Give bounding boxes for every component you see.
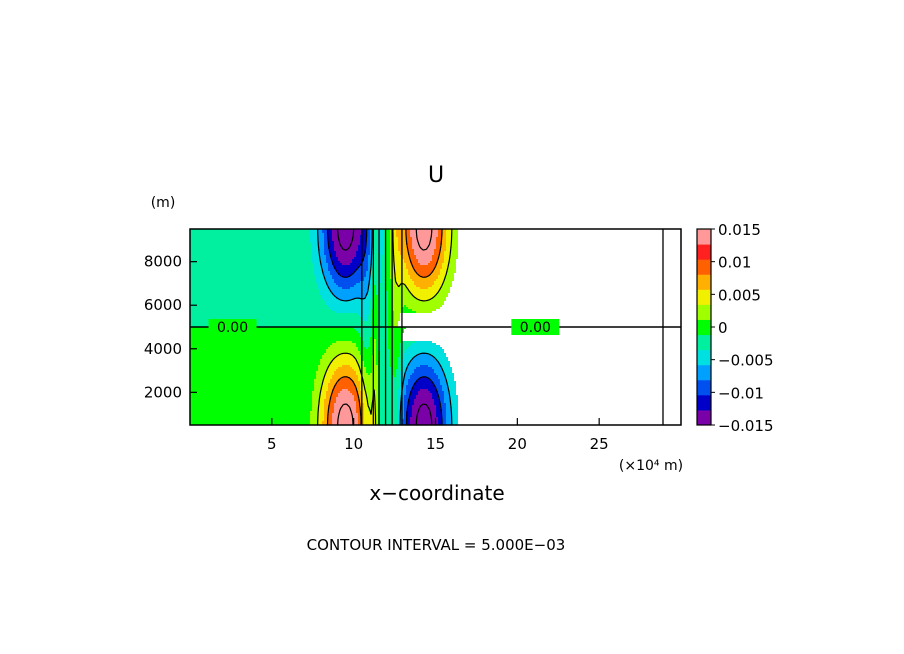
x-tick-label: 25 [590,435,609,453]
colorbar-swatch [697,334,711,351]
colorbar-swatch [697,379,711,396]
zero-contour-label-bg [208,319,257,335]
colorbar-swatch [697,274,711,290]
colorbar-swatch [697,229,711,245]
colorbar-swatch [697,409,711,426]
colorbar-tick-label: −0.01 [718,384,764,402]
colorbar-tick-label: −0.005 [718,352,774,370]
colorbar-swatch [697,394,711,411]
contour-line [326,229,443,425]
contour-lines [190,229,681,425]
y-axis: 2000 4000 6000 8000 [144,253,197,401]
y-tick-label: 4000 [144,340,182,358]
colorbar-swatch [697,364,711,381]
contour-line [326,229,443,425]
x-tick-label: 10 [344,435,363,453]
colorbar-tick-label: 0.005 [718,286,761,304]
colorbar-tick-label: −0.015 [718,417,774,435]
x-axis: 5 10 15 20 25 [267,418,609,453]
plot-area: 0.00 0.00 [189,228,682,426]
contour-line [317,229,453,425]
contour-field [190,229,458,425]
x-tick-label: 15 [426,435,445,453]
colorbar-swatch [697,259,711,275]
chart-title: U [428,163,444,188]
x-tick-label: 5 [267,435,277,453]
zero-contour-labels: 0.00 0.00 [208,319,560,336]
contour-line [317,229,453,425]
contour-line [337,229,433,425]
colorbar-swatch [697,244,711,260]
x-axis-label: x−coordinate [369,481,504,505]
zero-contour-label: 0.00 [520,320,551,336]
zero-contour-label: 0.00 [217,320,248,336]
colorbar-swatch [697,319,711,336]
y-tick-label: 8000 [144,253,182,271]
contour-interval-footer: CONTOUR INTERVAL = 5.000E−03 [307,536,566,554]
colorbar-tick-label: 0.015 [718,221,761,239]
contour-line [337,229,433,425]
colorbar: 0.015 0.01 0.005 0 −0.005 −0.01 −0.015 [696,221,774,435]
colorbar-swatch [697,304,711,320]
y-tick-label: 2000 [144,383,182,401]
y-axis-unit: (m) [151,195,176,211]
y-tick-label: 6000 [144,296,182,314]
x-tick-label: 20 [508,435,527,453]
colorbar-swatch [697,289,711,305]
x-axis-unit: (×10⁴ m) [619,458,683,474]
colorbar-tick-label: 0 [718,319,728,337]
colorbar-swatch [697,349,711,366]
zero-contour-label-bg [511,319,560,335]
colorbar-tick-label: 0.01 [718,254,751,272]
